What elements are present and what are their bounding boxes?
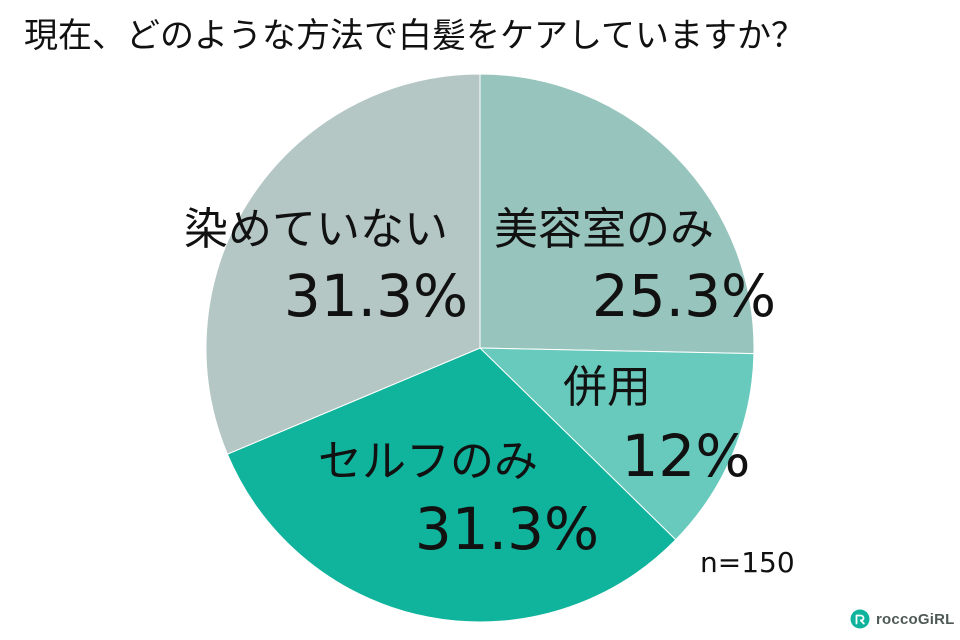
pie-slice-combined (478, 347, 755, 541)
pie-slice-self-only-label: セルフのみ (318, 436, 538, 487)
brand-logo: roccoGiRL (850, 607, 954, 631)
pie-slice-salon-only (479, 73, 755, 355)
pie-slice-salon-only-value: 25.3% (592, 262, 776, 330)
pie-slice-self-only-value: 31.3% (415, 495, 599, 563)
brand-logo-icon (850, 609, 870, 629)
pie-slice-self-only (226, 347, 677, 623)
pie-slice-combined-value: 12% (622, 422, 751, 490)
pie-slice-not-dyed (205, 73, 481, 455)
pie-slice-not-dyed-value: 31.3% (284, 262, 468, 330)
pie-slice-not-dyed-label: 染めていない (184, 204, 448, 255)
chart-title: 現在、どのような方法で白髪をケアしていますか？ (24, 16, 805, 56)
pie-slice-combined-label: 併用 (563, 362, 651, 413)
sample-size-note: n=150 (700, 546, 795, 579)
pie-slice-salon-only-label: 美容室のみ (494, 204, 714, 255)
brand-name: roccoGiRL (876, 610, 955, 628)
